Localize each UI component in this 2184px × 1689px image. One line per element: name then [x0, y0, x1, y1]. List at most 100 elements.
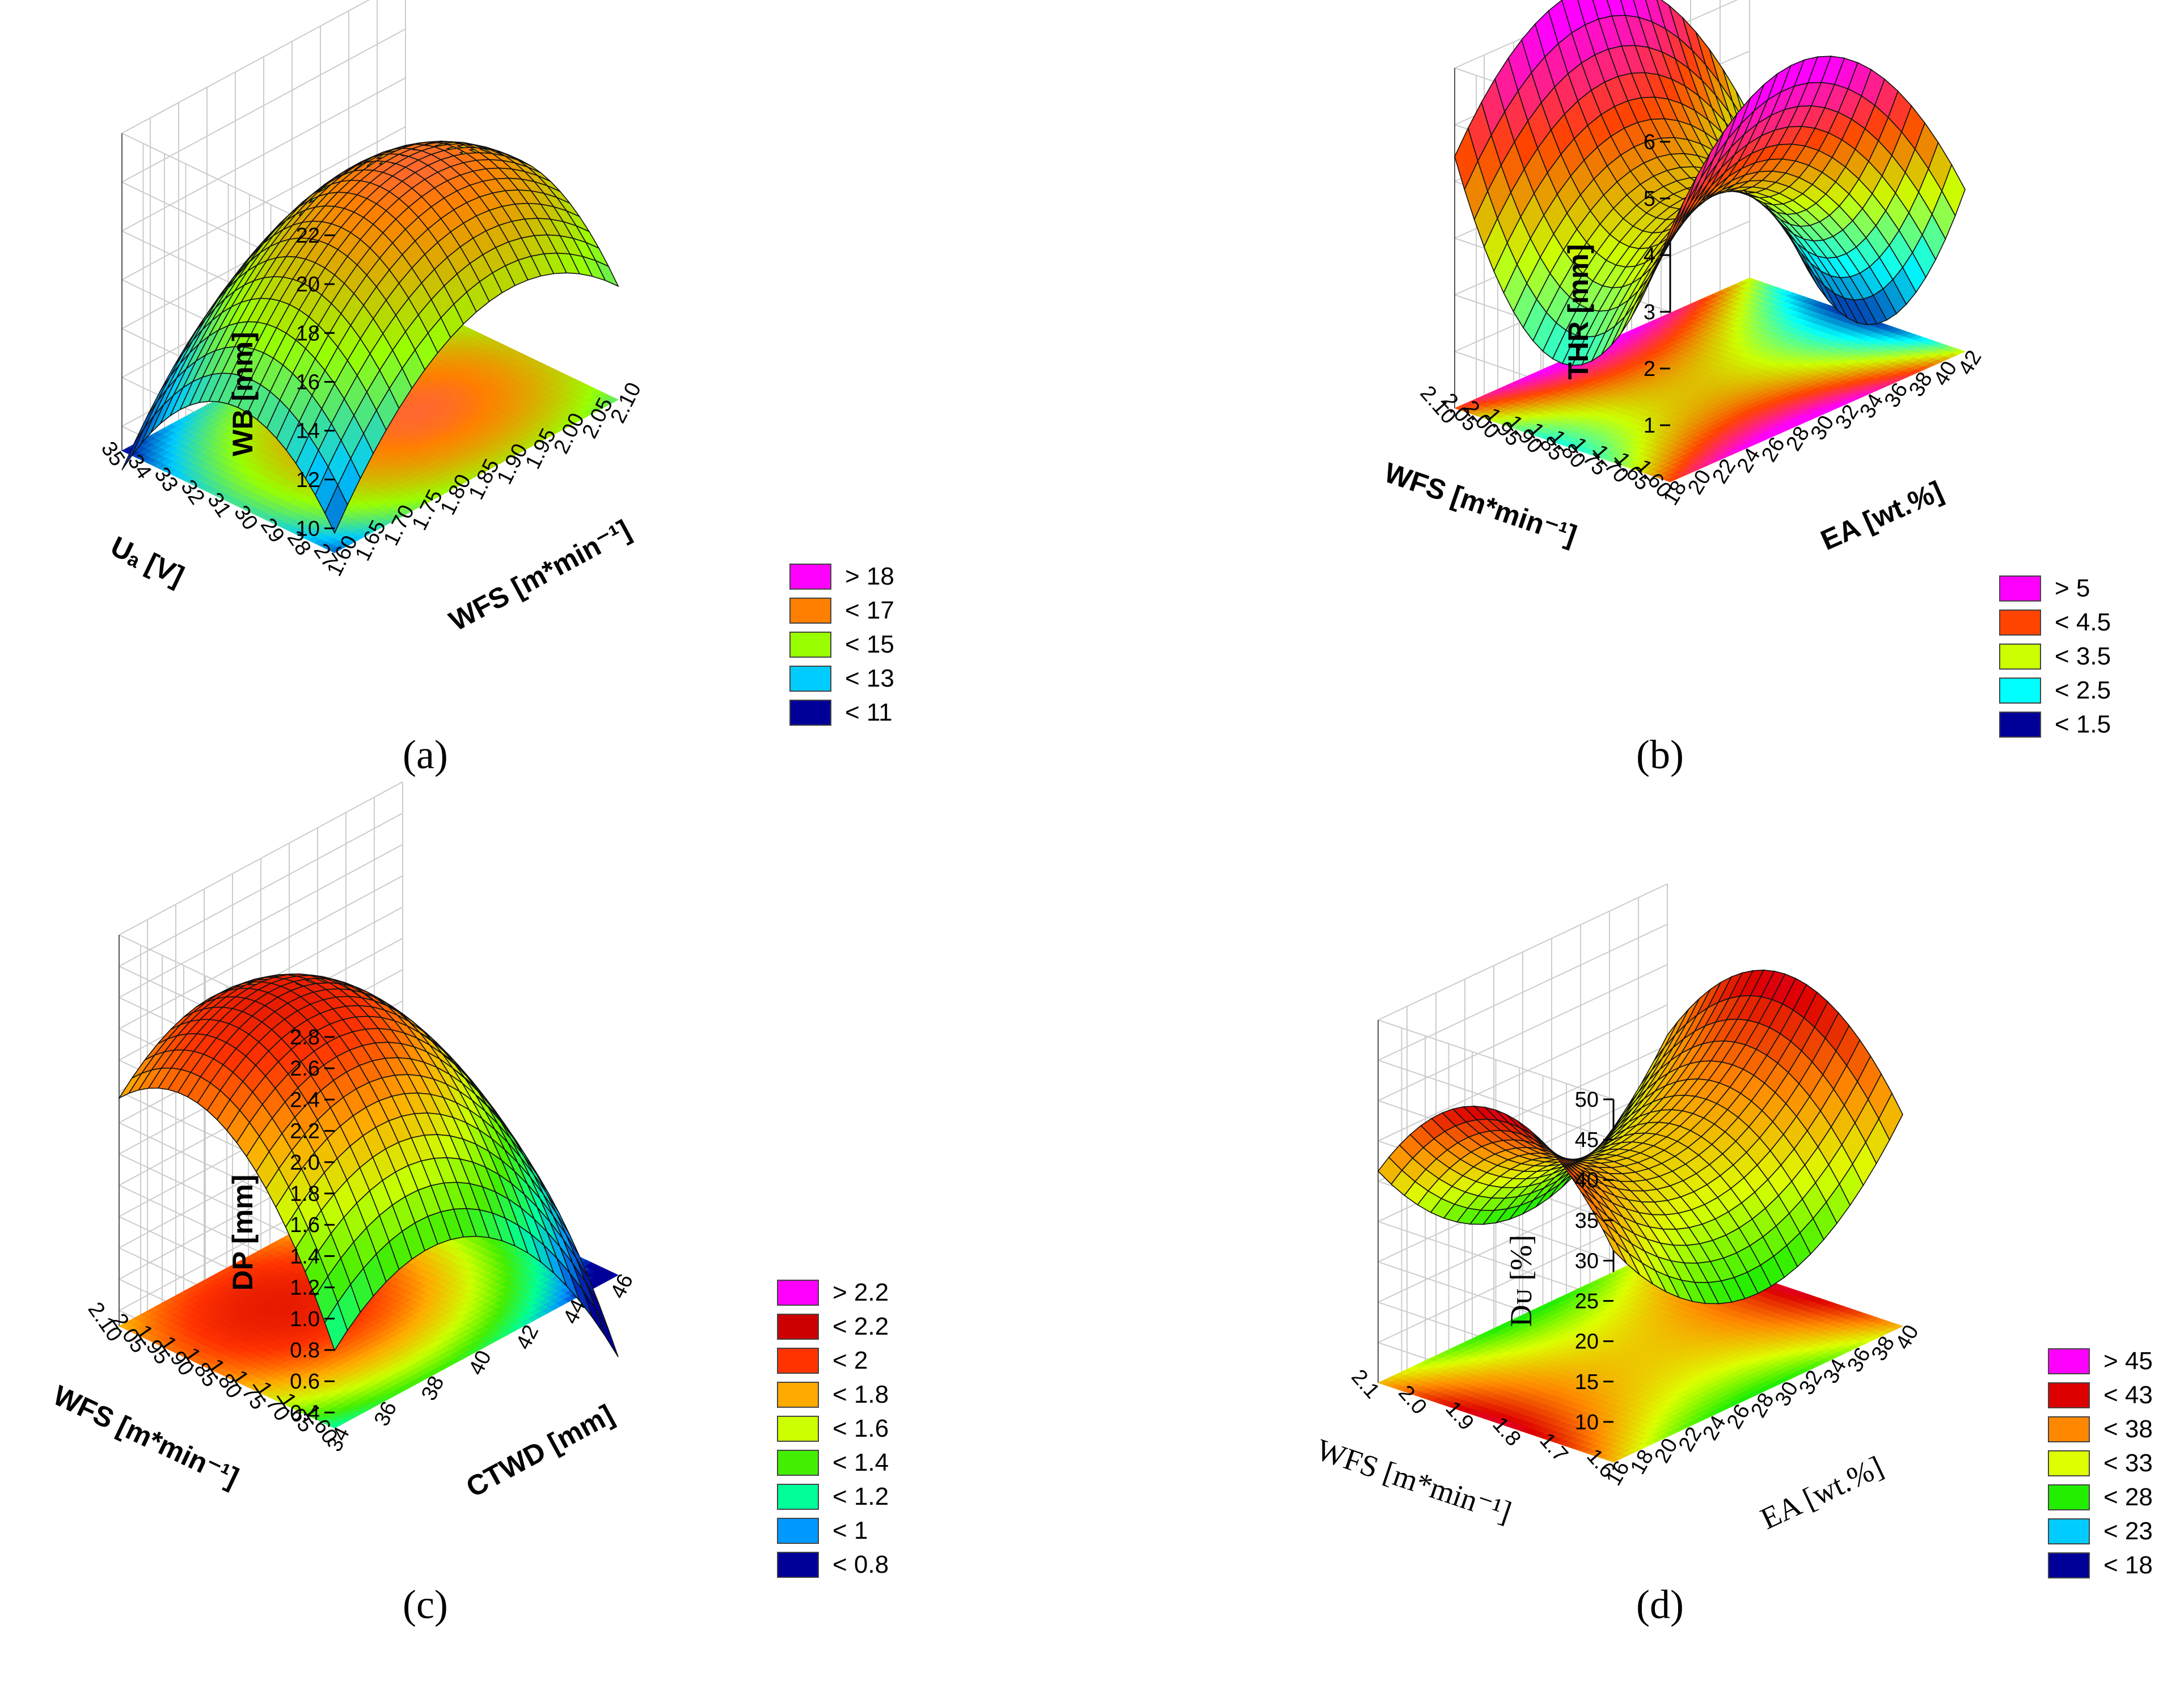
z-axis-c: 0.4 0.6 0.8 1.0 1.2 1.4 1.6 1.8 2.0 2.2 2.4 2.6 2.8 D…	[227, 1026, 335, 1425]
legend-label: < 1.4	[833, 1449, 889, 1476]
floor-contour-c	[119, 1172, 619, 1429]
z-tick-label-a: 22	[296, 224, 320, 248]
z-tick-label-a: 18	[296, 321, 320, 345]
legend-label: < 38	[2103, 1415, 2153, 1443]
x-axis-label-c: CTWD [mm]	[461, 1398, 619, 1503]
legend-swatch	[789, 564, 831, 590]
legend-swatch	[789, 598, 831, 624]
y-axis-label-a: Uₐ [V]	[106, 530, 189, 592]
legend-swatch	[2048, 1382, 2090, 1408]
z-tick-label-d: 50	[1575, 1088, 1599, 1112]
panel-label-a: (a)	[403, 732, 448, 777]
z-tick-label-c: 1.4	[290, 1244, 320, 1268]
legend-label: < 4.5	[2055, 608, 2111, 636]
z-tick-label-a: 12	[296, 468, 320, 492]
z-tick-label-d: 40	[1575, 1169, 1599, 1192]
legend-swatch	[2048, 1518, 2090, 1544]
legend-label: > 5	[2055, 574, 2090, 602]
plot-c: 0.4 0.6 0.8 1.0 1.2 1.4 1.6 1.8 2.0 2.2 2.4 2.6 2.8 D…	[48, 781, 638, 1504]
y-axis-label-b: WFS [m*min⁻¹]	[1380, 456, 1581, 552]
z-axis-d: 10 15 20 25 30 35 40 45 50 Dᴜ [%]	[1504, 1088, 1613, 1434]
legend-swatch	[777, 1552, 819, 1578]
legend-label: < 43	[2103, 1381, 2153, 1409]
z-tick-label-d: 30	[1575, 1249, 1599, 1273]
legend-label: < 1.5	[2055, 710, 2111, 738]
z-tick-label-d: 10	[1575, 1411, 1599, 1434]
z-axis-a: 10 12 14 16 18 20 22 WB [mm]	[227, 224, 335, 541]
legend-label: < 23	[2103, 1517, 2153, 1545]
legend-label: < 2.2	[833, 1313, 889, 1340]
x-axis-label-d: EA [wt.%]	[1755, 1449, 1889, 1536]
legend-swatch	[777, 1314, 819, 1340]
z-tick-label-d: 25	[1575, 1290, 1599, 1314]
panel-label-c: (c)	[403, 1582, 448, 1627]
legend-label: > 2.2	[833, 1279, 889, 1306]
floor-contour-b	[1454, 277, 1966, 482]
legend-swatch	[777, 1280, 819, 1306]
z-tick-label-c: 0.6	[290, 1370, 320, 1394]
legend-swatch	[789, 666, 831, 692]
legend-label: < 2.5	[2055, 676, 2111, 704]
legend-swatch	[1999, 678, 2041, 704]
z-tick-label-b: 6	[1644, 130, 1655, 154]
z-tick-label-c: 1.0	[290, 1307, 320, 1331]
legend-swatch	[2048, 1416, 2090, 1442]
z-tick-label-a: 16	[296, 370, 320, 394]
legend-label: < 1.8	[833, 1381, 889, 1408]
z-tick-label-d: 45	[1575, 1128, 1599, 1152]
z-tick-label-b: 4	[1644, 244, 1655, 268]
legend-label: < 13	[845, 664, 894, 692]
legend-label: < 2	[833, 1347, 868, 1374]
z-tick-label-b: 2	[1644, 357, 1655, 381]
z-tick-label-c: 1.6	[290, 1213, 320, 1237]
z-tick-label-d: 15	[1575, 1370, 1599, 1394]
panel-label-d: (d)	[1636, 1582, 1684, 1627]
z-tick-label-c: 2.6	[290, 1057, 320, 1081]
legend-swatch	[777, 1518, 819, 1544]
legend-label: < 1.2	[833, 1483, 889, 1510]
legend-label: < 17	[845, 596, 894, 624]
legend-swatch	[1999, 609, 2041, 636]
z-tick-label-d: 35	[1575, 1209, 1599, 1233]
z-axis-b: 1 2 3 4 5 6 THR [mm]	[1562, 130, 1670, 438]
surface-mesh-b	[1454, 0, 1966, 366]
legend-swatch	[1999, 575, 2041, 602]
z-tick-label-b: 3	[1644, 300, 1655, 324]
legend-label: < 1.6	[833, 1415, 889, 1442]
legend-swatch	[1999, 644, 2041, 670]
z-axis-label-b: THR [mm]	[1562, 244, 1594, 380]
z-tick-label-a: 20	[296, 273, 320, 297]
surface-mesh-c	[117, 973, 619, 1357]
z-tick-label-c: 0.4	[290, 1401, 320, 1425]
z-tick-label-a: 14	[296, 420, 320, 443]
z-tick-label-c: 2.2	[290, 1120, 320, 1144]
legend-swatch	[789, 632, 831, 658]
x-axis-label-a: WFS [m*min⁻¹]	[444, 514, 636, 637]
z-tick-label-c: 2.4	[290, 1088, 320, 1112]
z-tick-label-b: 1	[1644, 414, 1655, 438]
panel-label-b: (b)	[1636, 732, 1684, 777]
z-axis-label-d: Dᴜ [%]	[1504, 1235, 1538, 1327]
legend-label: > 45	[2103, 1347, 2153, 1375]
z-tick-label-b: 5	[1644, 187, 1655, 211]
legend-label: < 15	[845, 630, 894, 658]
legend-swatch	[2048, 1484, 2090, 1510]
chart-panel-d: 10 15 20 25 30 35 40 45 50 Dᴜ [%] 16 18 20 22 24 26 28 30…	[1092, 844, 2184, 1689]
legend-label: < 18	[2103, 1551, 2153, 1579]
legend-swatch	[2048, 1450, 2090, 1476]
surface-mesh-a	[121, 141, 619, 534]
legend-label: > 18	[845, 562, 894, 590]
legend-label: < 11	[845, 699, 893, 726]
y-axis-label-d: WFS [m*min⁻¹]	[1312, 1432, 1516, 1529]
legend-swatch	[2048, 1552, 2090, 1578]
legend-swatch	[789, 700, 831, 726]
chart-panel-b: 1 2 3 4 5 6 THR [mm] 18 20 22 24 26 28 30 32 34 36 38 40 42…	[1092, 0, 2184, 844]
z-tick-label-d: 20	[1575, 1330, 1599, 1354]
z-axis-label-c: DP [mm]	[227, 1175, 259, 1291]
legend-swatch	[777, 1382, 819, 1408]
z-tick-label-c: 0.8	[290, 1339, 320, 1362]
legend-swatch	[777, 1450, 819, 1476]
